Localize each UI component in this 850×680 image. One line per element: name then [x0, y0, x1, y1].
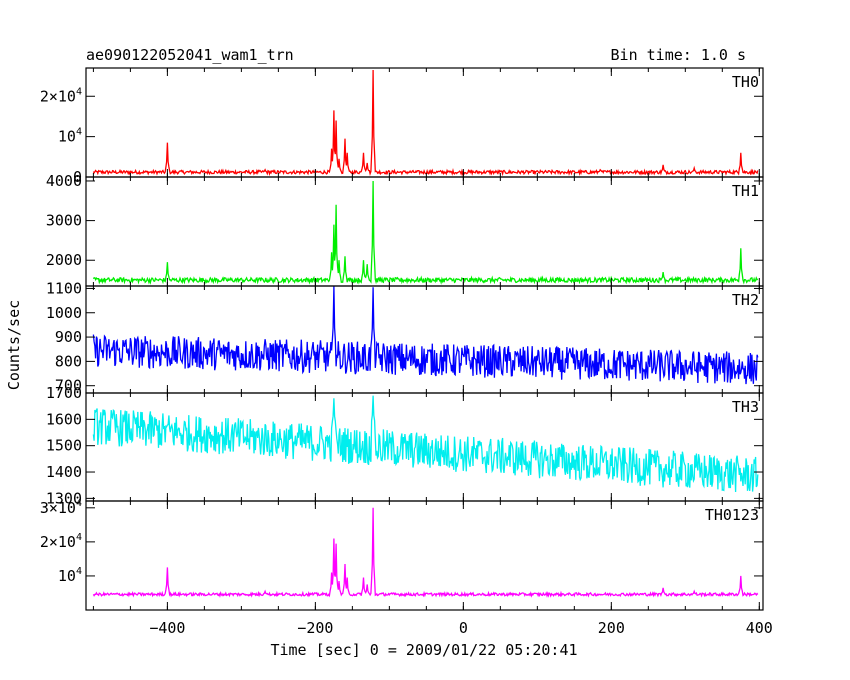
panel-th3: 1300 1400 1500 1600 1700 TH3 — [46, 384, 764, 507]
y-tick-label: 1100 — [46, 279, 82, 297]
y-tick-label: 2×104 — [40, 86, 82, 105]
panels: 0 104 2×104 TH0 2000 3000 4000 TH1 700 800 900 1000… — [40, 67, 764, 611]
series-line-th3 — [92, 395, 759, 493]
y-tick-label: 104 — [58, 566, 82, 585]
series-line-th0 — [92, 69, 759, 177]
y-tick-label: 3000 — [46, 212, 82, 230]
y-tick-label: 1500 — [46, 437, 82, 455]
panel-frame — [85, 67, 764, 178]
observation-title: ae090122052041_wam1_trn — [86, 46, 294, 64]
x-axis: −400 −200 0 200 400 — [149, 619, 773, 637]
panel-label-th3: TH3 — [732, 398, 759, 416]
x-tick-label: 400 — [746, 619, 773, 637]
y-tick-label: 1600 — [46, 410, 82, 428]
series-line-th2 — [92, 286, 759, 385]
panel-label-th0: TH0 — [732, 73, 759, 91]
series-line-th0123 — [92, 507, 759, 598]
panel-th1: 2000 3000 4000 TH1 — [46, 172, 764, 287]
x-tick-label: −200 — [297, 619, 333, 637]
x-tick-label: 0 — [459, 619, 468, 637]
y-tick-label: 1400 — [46, 463, 82, 481]
y-tick-label: 1700 — [46, 384, 82, 402]
x-tick-label: 200 — [598, 619, 625, 637]
y-axis-label: Counts/sec — [5, 300, 23, 390]
x-tick-label: −400 — [149, 619, 185, 637]
y-tick-label: 104 — [58, 127, 82, 146]
panel-th0123: 104 2×104 3×104 TH0123 — [40, 498, 764, 611]
bin-time-label: Bin time: 1.0 s — [611, 46, 746, 64]
panel-label-th0123: TH0123 — [705, 506, 759, 524]
y-tick-label: 2×104 — [40, 532, 82, 551]
panel-label-th2: TH2 — [732, 291, 759, 309]
series-line-th1 — [92, 180, 759, 285]
panel-th0: 0 104 2×104 TH0 — [40, 67, 764, 186]
panel-frame — [85, 176, 764, 287]
y-tick-label: 0 — [73, 168, 82, 186]
panel-frame — [85, 285, 764, 394]
y-tick-label: 1000 — [46, 304, 82, 322]
panel-th2: 700 800 900 1000 1100 TH2 — [46, 279, 764, 395]
panel-label-th1: TH1 — [732, 182, 759, 200]
y-tick-label: 2000 — [46, 251, 82, 269]
y-tick-label: 800 — [55, 352, 82, 370]
y-tick-label: 1300 — [46, 489, 82, 507]
y-tick-label: 700 — [55, 377, 82, 395]
x-axis-label: Time [sec] 0 = 2009/01/22 05:20:41 — [270, 641, 577, 659]
y-tick-label: 3×104 — [40, 498, 82, 517]
panel-frame — [85, 500, 764, 611]
y-tick-label: 900 — [55, 328, 82, 346]
y-tick-label: 4000 — [46, 172, 82, 190]
